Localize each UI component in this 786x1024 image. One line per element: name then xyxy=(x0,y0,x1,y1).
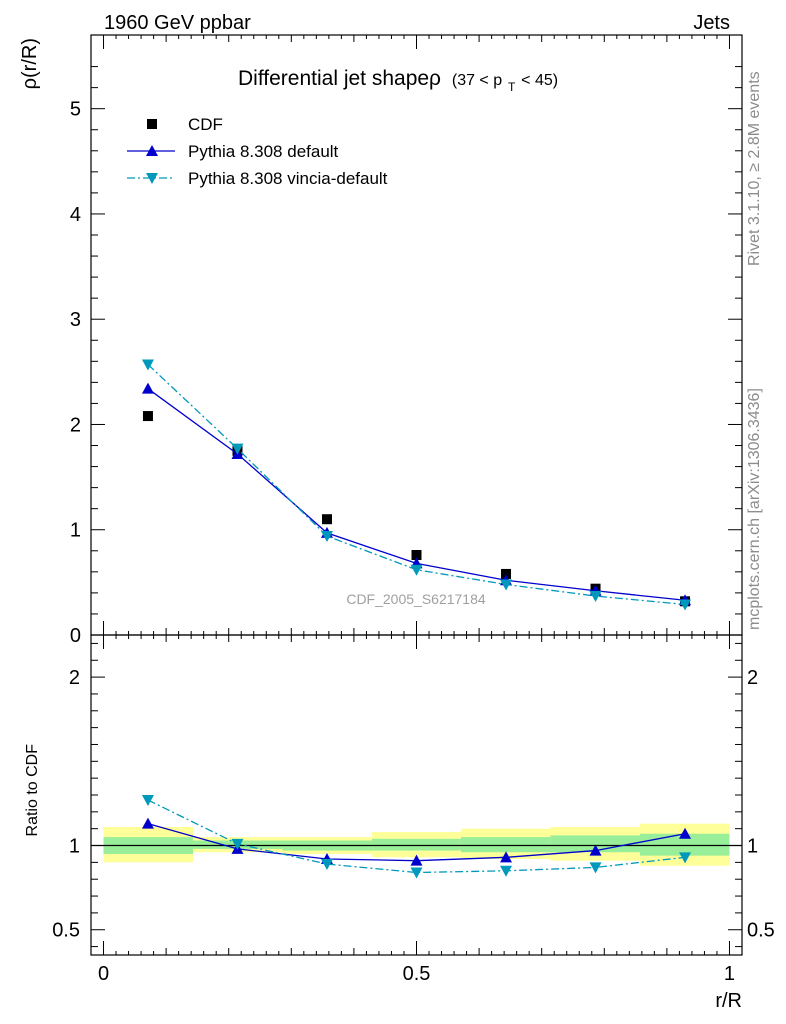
y-tick-label: 1 xyxy=(70,520,81,542)
ratio-band-inner xyxy=(639,833,730,856)
plot-title-main: Differential jet shapeρ xyxy=(238,67,441,90)
data-point xyxy=(411,550,422,560)
ratio-data-point xyxy=(679,852,692,864)
data-point xyxy=(501,568,512,579)
mcplots-label: mcplots.cern.ch [arXiv:1306.3436] xyxy=(746,388,763,630)
ratio-y-tick-label-right: 0.5 xyxy=(747,920,775,942)
ratio-data-point xyxy=(320,859,333,871)
data-point xyxy=(321,514,332,525)
main-panel: 0 1 2 3 4 5 xyxy=(70,34,743,955)
plot-title: Differential jet shapeρ (37 < p T < 45) xyxy=(238,67,558,96)
ratio-y-tick-label-right: 2 xyxy=(747,667,758,689)
plot-title-sub: (37 < p xyxy=(452,72,502,89)
y-tick-label: 3 xyxy=(70,309,81,331)
ratio-y-tick-label: 1 xyxy=(69,836,80,858)
x-tick-label: 1 xyxy=(724,963,735,985)
ratio-panel: 0 0.5 1 0.5 0.5 1 1 2 2 xyxy=(52,634,775,985)
legend-label: CDF xyxy=(188,115,223,134)
ratio-data-point xyxy=(679,827,692,839)
data-point xyxy=(320,531,333,543)
data-point xyxy=(589,591,602,603)
ratio-band-inner xyxy=(460,837,551,853)
ratio-frame xyxy=(90,634,743,956)
plot-title-sub-tail: < 45) xyxy=(521,72,558,89)
ratio-data-point xyxy=(141,817,154,829)
ratio-data-point xyxy=(410,854,423,866)
rivet-label: Rivet 3.1.10, ≥ 2.8M events xyxy=(746,71,763,266)
y-tick-label: 4 xyxy=(70,204,81,226)
ratio-band-inner xyxy=(372,838,461,851)
legend-label: Pythia 8.308 default xyxy=(188,142,339,161)
main-ylabel: ρ(r/R) xyxy=(19,38,41,89)
legend: CDF Pythia 8.308 default Pythia 8.308 vinc… xyxy=(127,115,388,188)
ratio-data-point xyxy=(500,851,513,863)
legend-marker xyxy=(146,173,158,184)
analysis-watermark: CDF_2005_S6217184 xyxy=(346,591,486,607)
ratio-data-point xyxy=(500,865,513,877)
data-point xyxy=(141,382,154,394)
ratio-y-tick-label: 0.5 xyxy=(52,920,80,942)
x-tick-label: 0.5 xyxy=(403,963,431,985)
ratio-data-point xyxy=(141,795,154,807)
header-right: Jets xyxy=(693,12,730,34)
ratio-data-point xyxy=(589,844,602,856)
ratio-band-inner xyxy=(550,835,640,853)
legend-marker xyxy=(146,145,158,156)
ratio-data-point xyxy=(410,867,423,879)
y-tick-label: 2 xyxy=(70,414,81,436)
data-point xyxy=(231,443,244,455)
header-left: 1960 GeV ppbar xyxy=(104,12,251,34)
data-point xyxy=(410,564,423,576)
data-point xyxy=(679,599,692,611)
ratio-y-tick-label: 2 xyxy=(69,667,80,689)
x-tick-label: 0 xyxy=(98,963,109,985)
data-point xyxy=(141,359,154,371)
ratio-ylabel: Ratio to CDF xyxy=(24,744,41,837)
y-tick-label: 5 xyxy=(70,99,81,121)
legend-marker xyxy=(147,119,157,129)
legend-label: Pythia 8.308 vincia-default xyxy=(188,169,388,188)
ratio-data-point xyxy=(589,862,602,874)
x-axis-label: r/R xyxy=(715,990,742,1012)
ratio-y-tick-label-right: 1 xyxy=(747,836,758,858)
ratio-data-point xyxy=(231,838,244,850)
data-point xyxy=(142,411,153,422)
y-tick-label: 0 xyxy=(70,625,81,647)
data-point xyxy=(500,579,513,591)
plot-title-sub-index: T xyxy=(508,80,516,94)
